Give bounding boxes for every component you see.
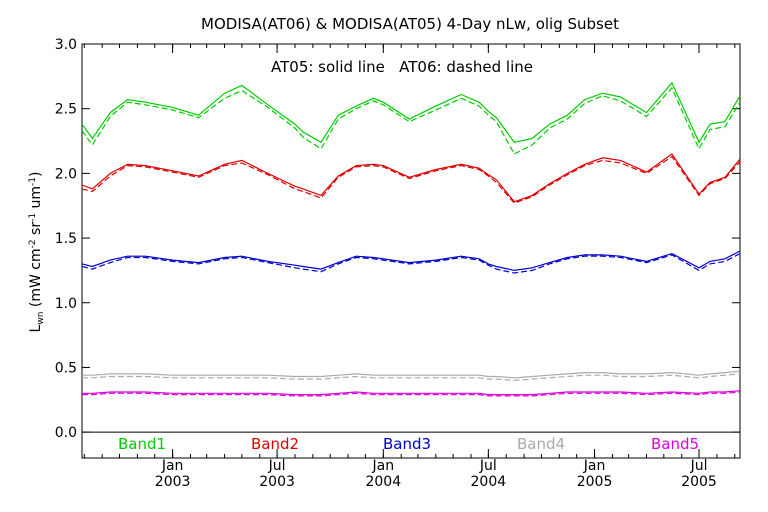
band4-at05-solid-line — [82, 370, 741, 379]
chart-title: MODISA(AT06) & MODISA(AT05) 4-Day nLw, o… — [201, 15, 619, 33]
y-axis-label-units-mid2: um — [28, 186, 44, 213]
x-tick-year-label: 2004 — [471, 474, 507, 490]
legend-band3: Band3 — [383, 435, 431, 453]
x-tick-year-label: 2004 — [365, 474, 401, 490]
y-tick-label: 1.0 — [55, 296, 77, 312]
plot-area: 0.00.51.01.52.02.53.0Jan2003Jul2003Jan20… — [55, 37, 741, 490]
line-style-annotation: AT05: solid line AT06: dashed line — [271, 58, 533, 76]
y-axis-label-sup2: -1 — [28, 213, 38, 222]
x-tick-month-label: Jan — [371, 458, 394, 474]
band1-at05-solid-line — [81, 81, 741, 144]
band1-at06-dashed-line — [81, 86, 741, 155]
y-axis-label-units-open: (mW cm — [28, 248, 44, 311]
band4-at06-dashed-line — [82, 373, 741, 382]
y-axis-label: Lwn (mW cm-2 sr-1 um-1) — [28, 172, 46, 333]
y-axis-label-units-mid: sr — [28, 222, 44, 240]
x-tick-month-label: Jul — [690, 458, 708, 474]
y-axis-label-sup3: -1 — [28, 177, 38, 186]
x-tick-month-label: Jul — [268, 458, 286, 474]
y-tick-label: 2.0 — [55, 166, 77, 182]
legend-band4: Band4 — [517, 435, 565, 453]
y-tick-label: 1.5 — [55, 231, 77, 247]
y-axis-label-sup1: -2 — [28, 239, 38, 248]
band5-at06-dashed-line — [82, 391, 741, 397]
y-axis-label-units-close: ) — [28, 172, 44, 177]
y-tick-label: 2.5 — [55, 102, 77, 118]
band5-at05-solid-line — [82, 390, 741, 396]
legend-band5: Band5 — [651, 435, 699, 453]
x-tick-month-label: Jan — [583, 458, 606, 474]
x-tick-year-label: 2005 — [577, 474, 613, 490]
x-tick-year-label: 2003 — [259, 474, 295, 490]
band3-at05-solid-line — [81, 250, 741, 272]
x-tick-month-label: Jan — [161, 458, 184, 474]
y-axis-label-main: L — [28, 324, 44, 332]
y-axis-label-sub: wn — [36, 312, 46, 325]
band2-at05-solid-line — [81, 153, 741, 203]
band2-at06-dashed-line — [81, 155, 741, 204]
legend-band2: Band2 — [251, 435, 299, 453]
x-tick-year-label: 2003 — [155, 474, 191, 490]
y-tick-label: 0.5 — [55, 360, 77, 376]
x-tick-month-label: Jul — [479, 458, 497, 474]
y-tick-label: 0.0 — [55, 425, 77, 441]
legend-band1: Band1 — [118, 435, 166, 453]
y-tick-label: 3.0 — [55, 37, 77, 53]
x-tick-year-label: 2005 — [681, 474, 717, 490]
